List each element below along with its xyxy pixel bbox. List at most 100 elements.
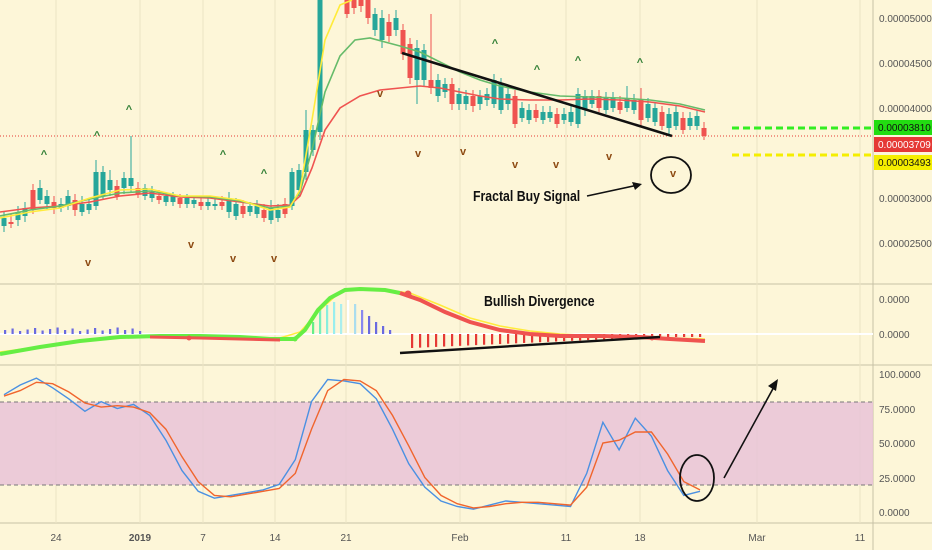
candle-body bbox=[51, 202, 57, 208]
candle-body bbox=[379, 18, 385, 40]
candle-body bbox=[393, 18, 399, 30]
candle-body bbox=[582, 96, 588, 110]
oscillator-tick-zero: 0.0000 bbox=[879, 330, 910, 341]
histogram-bar bbox=[41, 330, 44, 334]
fractal-down-marker: v bbox=[271, 253, 278, 265]
candlesticks bbox=[1, 0, 707, 232]
candle-body bbox=[351, 0, 357, 8]
candle-body bbox=[72, 200, 78, 210]
candle-body bbox=[456, 94, 462, 104]
candle-body bbox=[8, 222, 14, 224]
histogram-bar bbox=[659, 334, 662, 337]
stoch-tick-0: 0.0000 bbox=[879, 508, 910, 519]
stochastic-d-line bbox=[3, 378, 701, 509]
histogram-bar bbox=[19, 331, 22, 334]
candle-body bbox=[121, 178, 127, 188]
histogram-bar bbox=[326, 305, 329, 334]
candle-body bbox=[547, 112, 553, 118]
fractal-down-marker: v bbox=[553, 159, 560, 171]
histogram-bar bbox=[435, 334, 438, 347]
fractal-up-marker: ^ bbox=[94, 130, 101, 142]
candle-body bbox=[463, 96, 469, 104]
oscillator-cross-dot-1 bbox=[186, 335, 192, 341]
candle-body bbox=[268, 208, 274, 220]
bullish-divergence-trendline bbox=[399, 335, 661, 355]
candle-body bbox=[240, 206, 246, 214]
histogram-bar bbox=[539, 334, 542, 343]
candle-body bbox=[421, 50, 427, 80]
candle-body bbox=[275, 210, 281, 218]
yellow-price-tag bbox=[874, 155, 932, 170]
histogram-bar bbox=[699, 334, 702, 337]
time-tick-2019: 2019 bbox=[129, 533, 152, 544]
histogram-bar bbox=[347, 300, 350, 334]
fractal-up-marker: ^ bbox=[534, 64, 541, 76]
candle-body bbox=[344, 0, 350, 14]
candle-body bbox=[617, 102, 623, 110]
histogram-bar bbox=[491, 334, 494, 345]
price-tick-4500: 0.00004500 bbox=[879, 59, 932, 70]
fractal-buy-arrow-head bbox=[632, 182, 642, 190]
candle-body bbox=[624, 98, 630, 108]
candle-body bbox=[247, 206, 253, 212]
histogram-bar bbox=[483, 334, 486, 345]
stoch-tick-100: 100.0000 bbox=[879, 370, 921, 381]
histogram-bar bbox=[361, 310, 364, 334]
histogram-bar bbox=[368, 316, 371, 334]
histogram-bar bbox=[667, 334, 670, 337]
histogram-bar bbox=[443, 334, 446, 347]
histogram-bar bbox=[94, 328, 97, 334]
candle-body bbox=[407, 44, 413, 78]
candle-body bbox=[512, 96, 518, 124]
candle-body bbox=[93, 172, 99, 206]
stoch-tick-50: 50.0000 bbox=[879, 439, 916, 450]
price-tick-3000: 0.00003000 bbox=[879, 194, 932, 205]
histogram-bar bbox=[124, 330, 127, 334]
candle-body bbox=[561, 114, 567, 120]
candle-body bbox=[428, 80, 434, 88]
ema-fast-line bbox=[0, 0, 353, 219]
candle-body bbox=[589, 96, 595, 104]
candle-body bbox=[44, 196, 50, 204]
candle-body bbox=[365, 0, 371, 18]
ema-slow-line bbox=[0, 85, 706, 213]
fractal-down-marker: v bbox=[188, 239, 195, 251]
green-price-tag-text: 0.00003810 bbox=[878, 123, 931, 134]
fractal-buy-signal-label: Fractal Buy Signal bbox=[473, 188, 580, 204]
candle-body bbox=[212, 204, 218, 206]
time-tick-mar: Mar bbox=[748, 533, 766, 544]
time-tick-feb: Feb bbox=[451, 533, 469, 544]
candle-body bbox=[156, 196, 162, 200]
oscillator-axis: 0.0000 0.0000 bbox=[879, 295, 910, 341]
histogram-bar bbox=[26, 329, 29, 334]
histogram-bar bbox=[547, 334, 550, 342]
fractal-up-marker: ^ bbox=[126, 104, 133, 116]
candle-body bbox=[449, 84, 455, 104]
candle-body bbox=[100, 172, 106, 196]
candle-body bbox=[470, 96, 476, 106]
histogram-bar bbox=[515, 334, 518, 344]
candle-body bbox=[603, 98, 609, 110]
candle-body bbox=[226, 198, 232, 212]
histogram-bar bbox=[382, 326, 385, 334]
fractal-down-marker: v bbox=[670, 168, 677, 180]
fractal-up-marker: ^ bbox=[575, 55, 582, 67]
histogram-bar bbox=[116, 327, 119, 334]
stochastic-k-line bbox=[3, 377, 701, 510]
candle-body bbox=[261, 210, 267, 218]
candle-body bbox=[289, 172, 295, 206]
candle-body bbox=[191, 200, 197, 204]
candle-body bbox=[491, 80, 497, 104]
histogram-bar bbox=[71, 328, 74, 334]
candle-body bbox=[22, 208, 28, 216]
candle-body bbox=[554, 114, 560, 124]
candle-body bbox=[65, 196, 71, 206]
histogram-bar bbox=[101, 330, 104, 334]
time-tick-14: 14 bbox=[269, 533, 281, 544]
fractal-down-marker: v bbox=[606, 151, 613, 163]
histogram-bar bbox=[419, 334, 422, 348]
candle-body bbox=[177, 198, 183, 204]
oscillator-panel: Bullish Divergence 0.0000 0.0000 bbox=[0, 286, 910, 356]
ema-mid-line bbox=[0, 37, 706, 217]
